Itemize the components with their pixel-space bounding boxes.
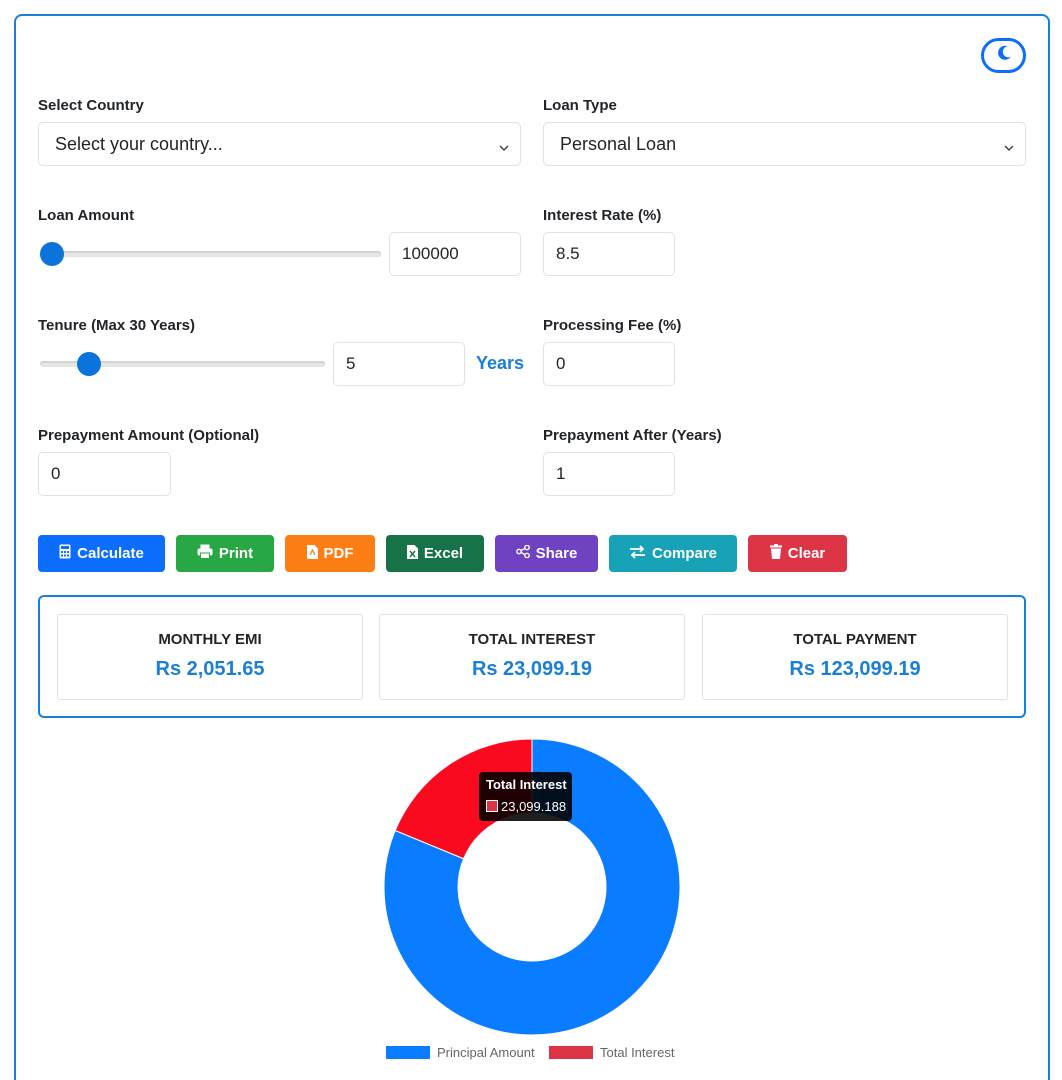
excel-button-label: Excel: [423, 545, 464, 562]
processing-fee-label: Processing Fee (%): [543, 317, 682, 334]
chart-slice-interest[interactable]: [394, 738, 533, 860]
clear-button-label: Clear: [787, 545, 826, 562]
legend-swatch-principal[interactable]: [386, 1046, 430, 1059]
prepayment-after-input[interactable]: 1: [543, 452, 675, 496]
tenure-slider-track: [40, 361, 325, 367]
tenure-input[interactable]: 5: [333, 342, 465, 386]
loan-amount-input[interactable]: 100000: [389, 232, 521, 276]
calculator-icon: [59, 544, 71, 563]
print-button-label: Print: [218, 545, 254, 562]
legend-label-interest[interactable]: Total Interest: [600, 1045, 675, 1060]
loan-type-select[interactable]: Personal Loan: [543, 122, 1026, 166]
results-panel: MONTHLY EMI Rs 2,051.65 TOTAL INTEREST R…: [38, 595, 1026, 718]
calculate-button[interactable]: Calculate: [38, 535, 165, 572]
loan-type-select-value: Personal Loan: [560, 133, 677, 154]
legend-label-principal[interactable]: Principal Amount: [437, 1045, 535, 1060]
theme-toggle-button[interactable]: [981, 38, 1026, 73]
monthly-emi-value: Rs 2,051.65: [155, 658, 265, 680]
country-select-value: Select your country...: [55, 133, 223, 154]
chart-slice-principal[interactable]: [383, 738, 681, 1036]
pdf-button-label: PDF: [323, 545, 354, 562]
share-button[interactable]: Share: [495, 535, 598, 572]
clear-button[interactable]: Clear: [748, 535, 847, 572]
interest-rate-input[interactable]: 8.5: [543, 232, 675, 276]
file-excel-icon: [406, 544, 418, 563]
monthly-emi-card: MONTHLY EMI Rs 2,051.65: [57, 614, 363, 700]
exchange-icon: [629, 544, 646, 563]
country-label: Select Country: [38, 97, 144, 114]
print-button[interactable]: Print: [176, 535, 274, 572]
legend-swatch-interest[interactable]: [549, 1046, 593, 1059]
compare-button-label: Compare: [651, 545, 718, 562]
total-payment-title: TOTAL PAYMENT: [793, 631, 917, 648]
chart-tooltip: Total Interest 23,099.188: [479, 772, 572, 821]
calculate-button-label: Calculate: [77, 545, 144, 562]
chart-tooltip-title: Total Interest: [486, 777, 567, 792]
compare-button[interactable]: Compare: [609, 535, 737, 572]
share-button-label: Share: [535, 545, 578, 562]
chevron-down-icon: [1003, 138, 1015, 159]
interest-rate-label: Interest Rate (%): [543, 207, 662, 224]
chevron-down-icon: [498, 138, 510, 159]
prepayment-amount-label: Prepayment Amount (Optional): [38, 427, 260, 444]
file-pdf-icon: [306, 544, 318, 563]
loan-amount-slider[interactable]: [40, 242, 381, 266]
chart-tooltip-swatch: [486, 800, 498, 812]
loan-amount-label: Loan Amount: [38, 207, 135, 224]
total-payment-value: Rs 123,099.19: [789, 658, 921, 680]
prepayment-after-label: Prepayment After (Years): [543, 427, 722, 444]
tenure-label: Tenure (Max 30 Years): [38, 317, 196, 334]
monthly-emi-title: MONTHLY EMI: [158, 631, 262, 648]
loan-type-label: Loan Type: [543, 97, 617, 114]
moon-icon: [995, 44, 1013, 67]
total-interest-title: TOTAL INTEREST: [468, 631, 596, 648]
total-interest-card: TOTAL INTEREST Rs 23,099.19: [379, 614, 685, 700]
trash-icon: [769, 544, 782, 563]
share-icon: [515, 544, 530, 562]
prepayment-amount-input[interactable]: 0: [38, 452, 171, 496]
total-payment-card: TOTAL PAYMENT Rs 123,099.19: [702, 614, 1008, 700]
loan-amount-slider-track: [40, 251, 381, 257]
country-select[interactable]: Select your country...: [38, 122, 521, 166]
tenure-slider-thumb[interactable]: [76, 352, 101, 376]
printer-icon: [197, 544, 213, 563]
total-interest-value: Rs 23,099.19: [471, 658, 593, 680]
processing-fee-input[interactable]: 0: [543, 342, 675, 386]
pdf-button[interactable]: PDF: [285, 535, 375, 572]
chart-tooltip-value: 23,099.188: [501, 799, 567, 814]
tenure-unit-label: Years: [476, 353, 525, 373]
loan-amount-slider-thumb[interactable]: [40, 242, 64, 266]
tenure-slider[interactable]: [40, 352, 325, 376]
excel-button[interactable]: Excel: [386, 535, 484, 572]
